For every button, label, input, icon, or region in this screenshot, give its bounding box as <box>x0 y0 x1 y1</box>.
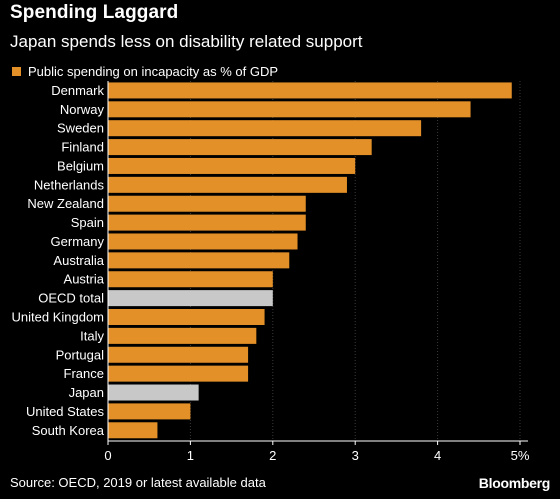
bar <box>108 271 273 288</box>
category-label: Australia <box>53 253 104 268</box>
chart-subtitle: Japan spends less on disability related … <box>10 32 363 51</box>
bar <box>108 384 199 401</box>
legend-swatch <box>12 67 21 76</box>
bar <box>108 422 158 439</box>
category-label: France <box>64 366 104 381</box>
bar <box>108 403 191 420</box>
x-tick-label: 4 <box>434 448 441 463</box>
x-tick-label: 1 <box>187 448 194 463</box>
category-label: Portugal <box>56 347 105 362</box>
x-tick-label: 0 <box>104 448 111 463</box>
category-label: South Korea <box>32 423 105 438</box>
bar <box>108 101 471 118</box>
category-label: Japan <box>69 385 104 400</box>
x-tick-label: 3 <box>352 448 359 463</box>
bloomberg-logo: Bloomberg <box>478 475 551 491</box>
bar <box>108 139 372 156</box>
bar <box>108 252 290 269</box>
bar <box>108 195 306 212</box>
category-label: Sweden <box>57 121 104 136</box>
category-label: New Zealand <box>27 196 104 211</box>
bar <box>108 290 273 307</box>
x-tick-label: 2 <box>269 448 276 463</box>
bar <box>108 309 265 325</box>
category-label: Denmark <box>51 83 104 98</box>
bar <box>108 327 257 344</box>
x-tick-label: 5% <box>511 448 530 463</box>
bar <box>108 365 249 382</box>
category-label: Netherlands <box>34 177 105 192</box>
source-note: Source: OECD, 2019 or latest available d… <box>10 475 266 490</box>
bar <box>108 82 512 99</box>
bar <box>108 214 306 231</box>
bar <box>108 346 249 363</box>
bar <box>108 120 422 137</box>
category-label: Norway <box>60 102 105 117</box>
legend-label: Public spending on incapacity as % of GD… <box>28 64 279 79</box>
legend: Public spending on incapacity as % of GD… <box>12 64 278 79</box>
category-label: OECD total <box>38 291 104 306</box>
category-label: Austria <box>64 272 105 287</box>
category-label: Belgium <box>57 158 104 173</box>
bar-chart: Denmark Norway Sweden Finland Belgium Netherl… <box>12 81 530 463</box>
category-label: Germany <box>51 234 105 249</box>
category-label: Italy <box>80 328 104 343</box>
bar <box>108 233 298 250</box>
category-label: Spain <box>71 215 104 230</box>
category-label: United States <box>26 404 105 419</box>
category-label: United Kingdom <box>12 310 105 325</box>
bar <box>108 176 347 193</box>
bar <box>108 157 356 174</box>
chart-title: Spending Laggard <box>10 2 179 23</box>
category-label: Finland <box>61 140 104 155</box>
